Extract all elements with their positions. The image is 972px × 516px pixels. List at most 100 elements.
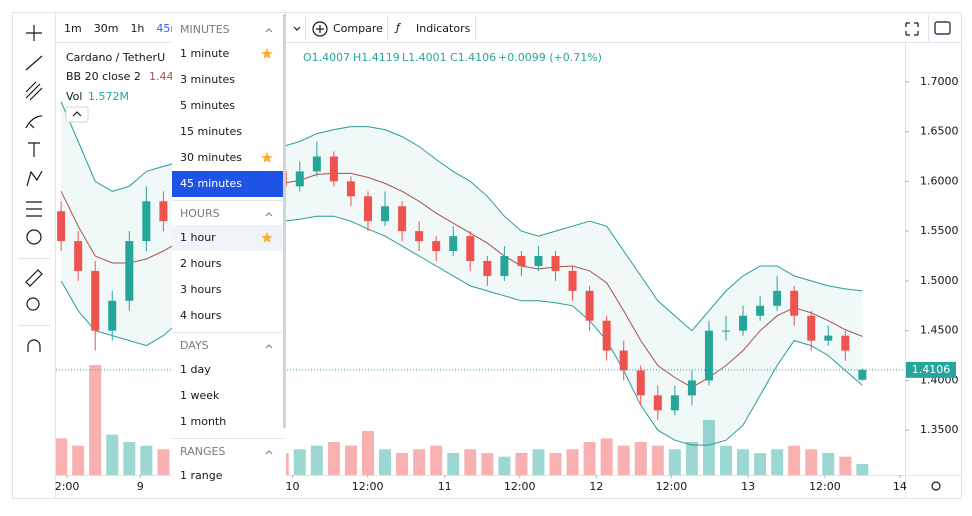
x-tick-label: 12:00: [352, 480, 384, 493]
volume-bar: [310, 445, 323, 475]
last-price-label: 1.4106: [912, 363, 951, 376]
interval-button[interactable]: 1m: [64, 22, 82, 35]
menu-item[interactable]: 15 minutes: [180, 125, 242, 138]
x-tick-label: 12:00: [504, 480, 536, 493]
measure-tool[interactable]: [25, 269, 43, 287]
menu-section-toggle[interactable]: [265, 28, 273, 33]
menu-scrollbar: [283, 14, 286, 428]
menu-item[interactable]: 1 minute: [180, 47, 230, 60]
menu-section-toggle[interactable]: [265, 344, 273, 349]
menu-section-toggle[interactable]: [265, 212, 273, 217]
compare-icon[interactable]: [312, 21, 328, 37]
volume-bar: [805, 449, 818, 475]
symbol-title: Cardano / TetherU: [66, 51, 165, 64]
candle-body: [466, 236, 475, 261]
volume-bar: [481, 453, 494, 475]
y-tick-label: 1.6500: [920, 125, 959, 138]
menu-item[interactable]: 30 minutes: [180, 151, 242, 164]
candle-body: [517, 256, 526, 266]
volume-bar: [515, 453, 528, 475]
menu-item[interactable]: 3 hours: [180, 283, 222, 296]
magnet-tool[interactable]: [27, 339, 41, 352]
volume-bar: [634, 442, 647, 475]
menu-item[interactable]: 4 hours: [180, 309, 222, 322]
candle-body: [449, 236, 458, 252]
volume-bar: [293, 449, 306, 475]
ohlc-close: C1.4106: [450, 51, 496, 64]
last-price-tag: [906, 361, 956, 378]
menu-item[interactable]: 1 range: [180, 469, 223, 482]
volume-bar: [532, 449, 545, 475]
volume-bar: [549, 453, 562, 475]
candle-body: [500, 256, 509, 276]
candle-body: [381, 206, 390, 222]
legend: Cardano / TetherU BB 20 close 2 1.4442 V…: [65, 51, 602, 123]
ohlc-change: +0.0099 (+0.71%): [498, 51, 602, 64]
x-tick-label: 10: [285, 480, 299, 493]
volume-bar: [106, 434, 119, 475]
volume-bar: [839, 456, 852, 475]
menu-section-toggle[interactable]: [265, 450, 273, 455]
candle-body: [312, 156, 321, 172]
volume-bar: [822, 453, 835, 475]
collapse-legend-button[interactable]: [65, 106, 89, 123]
candle-body: [619, 350, 628, 371]
fib-tool[interactable]: [25, 81, 43, 101]
menu-item[interactable]: 2 hours: [180, 257, 222, 270]
candle-body: [636, 370, 645, 396]
volume-bar: [788, 445, 801, 475]
menu-section-header[interactable]: MINUTES: [180, 23, 230, 36]
candle-body: [824, 335, 833, 341]
fullscreen-button[interactable]: [905, 22, 919, 36]
brush-tool[interactable]: [25, 115, 43, 129]
favorite-star[interactable]: [261, 152, 273, 163]
candle-body: [142, 201, 151, 242]
volume-bar: [856, 464, 869, 475]
menu-section-header[interactable]: HOURS: [180, 207, 220, 220]
x-tick-label: 12:00: [656, 480, 688, 493]
favorite-star[interactable]: [261, 48, 273, 59]
left-toolbar: [18, 25, 50, 352]
text-tool[interactable]: [28, 142, 40, 157]
menu-item[interactable]: 1 day: [180, 363, 211, 376]
menu-section-header[interactable]: DAYS: [180, 339, 209, 352]
interval-button[interactable]: 30m: [94, 22, 119, 35]
snapshot-button[interactable]: [934, 21, 951, 35]
menu-item[interactable]: 3 minutes: [180, 73, 235, 86]
menu-item[interactable]: 5 minutes: [180, 99, 235, 112]
zoom-tool[interactable]: [26, 297, 40, 311]
pattern-tool[interactable]: [26, 170, 43, 187]
candle-body: [721, 330, 730, 332]
candle-body: [739, 315, 748, 331]
interval-dropdown-arrow[interactable]: [293, 26, 301, 31]
projection-tool[interactable]: [26, 201, 42, 217]
y-tick-label: 1.5500: [920, 224, 959, 237]
volume-bar: [361, 431, 374, 475]
volume-bar: [737, 449, 750, 475]
menu-section-header[interactable]: RANGES: [180, 445, 225, 458]
candle-body: [363, 196, 372, 222]
compare-button[interactable]: Compare: [333, 22, 383, 35]
menu-item[interactable]: 45 minutes: [180, 177, 242, 190]
candle-body: [670, 395, 679, 411]
vol-value: 1.572M: [88, 90, 129, 103]
indicators-button[interactable]: Indicators: [416, 22, 471, 35]
volume-bar: [685, 442, 698, 475]
emoji-tool[interactable]: [26, 229, 42, 245]
ohlc-high: H1.4119: [353, 51, 400, 64]
interval-button[interactable]: 1h: [130, 22, 144, 35]
menu-item[interactable]: 1 month: [180, 415, 226, 428]
candle-body: [432, 241, 441, 252]
settings-button[interactable]: [931, 481, 941, 491]
volume-bar: [344, 445, 357, 475]
volume-bar: [754, 453, 767, 475]
volume-bar: [123, 442, 136, 475]
menu-item[interactable]: 1 hour: [180, 231, 216, 244]
menu-item[interactable]: 1 week: [180, 389, 220, 402]
volume-bar: [72, 445, 85, 475]
crosshair-tool[interactable]: [26, 25, 42, 41]
candle-body: [687, 380, 696, 396]
collapse-arrow: [72, 111, 82, 117]
favorite-star[interactable]: [261, 232, 273, 243]
line-tool[interactable]: [25, 55, 43, 71]
